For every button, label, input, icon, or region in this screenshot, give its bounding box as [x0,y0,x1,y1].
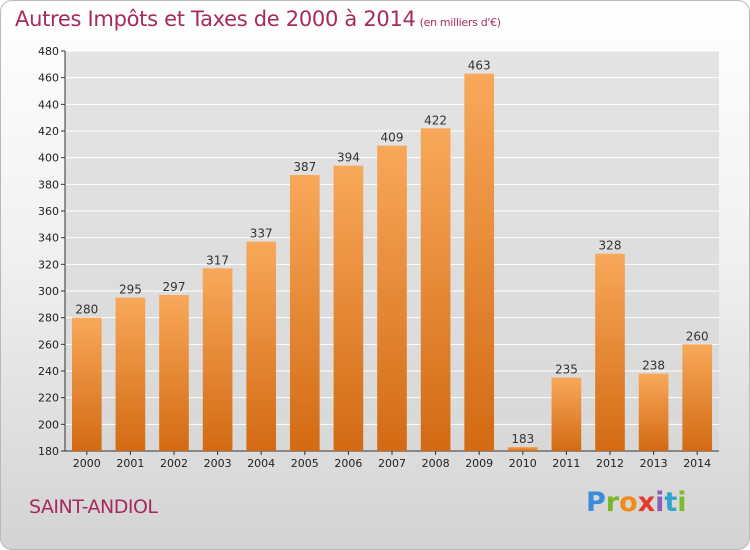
chart-subtitle: (en milliers d'€) [419,16,501,29]
proxiti-logo[interactable]: Proxiti [586,487,687,518]
y-tick-label: 300 [38,285,59,298]
bar-value-label: 387 [293,160,316,174]
logo-letter: r [605,487,620,518]
x-tick-label: 2010 [509,457,537,470]
x-tick-label: 2012 [596,457,624,470]
y-tick-label: 460 [38,72,59,85]
bar-value-label: 260 [686,329,709,343]
y-tick-label: 220 [38,392,59,405]
bar[interactable] [115,297,146,451]
bar-value-label: 295 [119,283,142,297]
y-tick-label: 400 [38,152,59,165]
logo-letter: x [637,487,656,518]
x-tick-label: 2009 [465,457,493,470]
bar-value-label: 238 [642,359,665,373]
x-tick-label: 2008 [422,457,450,470]
city-name: SAINT-ANDIOL [29,496,158,518]
y-tick-label: 440 [38,98,59,111]
x-tick-label: 2002 [160,457,188,470]
y-tick-label: 340 [38,232,59,245]
bar-value-label: 183 [511,432,534,446]
x-tick-label: 2014 [683,457,711,470]
y-tick-label: 280 [38,312,59,325]
bar-value-label: 317 [206,253,229,267]
y-tick-label: 380 [38,178,59,191]
bar[interactable] [246,241,277,451]
chart-title: Autres Impôts et Taxes de 2000 à 2014 (en… [15,7,501,31]
bar[interactable] [377,145,407,451]
bar[interactable] [202,268,233,451]
bar[interactable] [551,377,582,451]
bar-value-label: 280 [75,303,98,317]
logo-letter: P [586,487,606,518]
y-tick-label: 200 [38,418,59,431]
y-tick-label: 180 [38,445,59,458]
bar-value-label: 409 [381,131,404,145]
y-tick-label: 240 [38,365,59,378]
bar[interactable] [595,253,625,451]
bar[interactable] [420,128,451,451]
bar[interactable] [71,317,102,451]
plot-area: 180 200 220 240 260 280 300 320 340 360 380 400 420 4… [38,45,719,470]
bar[interactable] [638,373,669,451]
bar-value-label: 422 [424,113,447,127]
x-tick-label: 2000 [73,457,101,470]
logo-letter: t [664,487,678,518]
x-tick-label: 2011 [552,457,580,470]
x-tick-label: 2007 [378,457,406,470]
bar-value-label: 297 [163,280,186,294]
x-tick-label: 2013 [640,457,668,470]
y-tick-label: 320 [38,258,59,271]
y-tick-label: 480 [38,45,59,58]
bar[interactable] [507,447,538,451]
bar[interactable] [682,344,713,451]
x-tick-label: 2005 [291,457,319,470]
y-tick-label: 420 [38,125,59,138]
logo-letter: i [655,487,665,518]
chart-title-text: Autres Impôts et Taxes de 2000 à 2014 [15,7,416,31]
x-tick-label: 2006 [334,457,362,470]
bar-value-label: 337 [250,227,273,241]
bar[interactable] [159,295,189,451]
bar[interactable] [333,165,364,451]
x-tick-label: 2004 [247,457,275,470]
x-tick-label: 2003 [204,457,232,470]
x-tick-label: 2001 [116,457,144,470]
y-tick-label: 260 [38,338,59,351]
bar-value-label: 394 [337,151,360,165]
bar-value-label: 235 [555,363,578,377]
bar[interactable] [289,175,320,451]
bar-value-label: 463 [468,59,491,73]
logo-letter: o [619,487,638,518]
bar[interactable] [464,73,495,452]
y-tick-label: 360 [38,205,59,218]
bar-value-label: 328 [599,239,622,253]
logo-letter: i [677,487,687,518]
